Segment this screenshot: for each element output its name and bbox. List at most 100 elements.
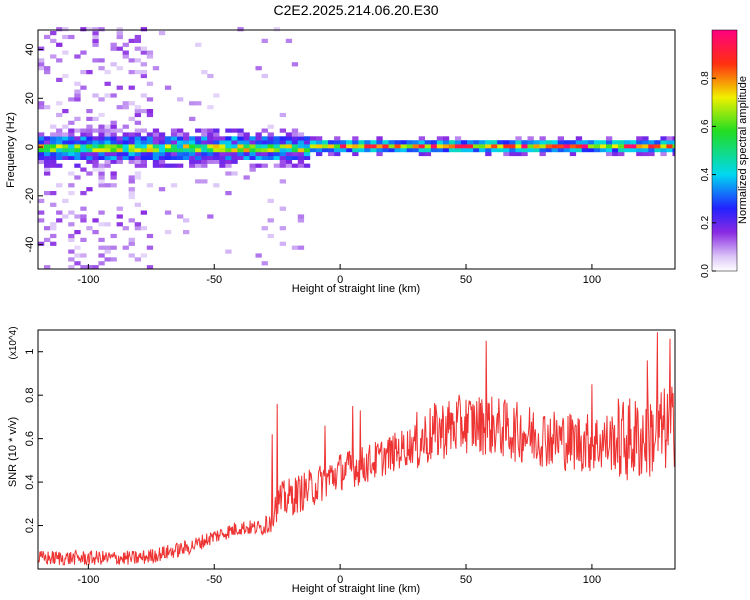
spectrogram-cell (44, 140, 51, 145)
spectrogram-cell (624, 140, 631, 145)
spectrogram-cell (255, 151, 262, 157)
spectrogram-cell (104, 132, 111, 137)
spectrogram-cell (328, 144, 335, 149)
spectrogram-cell (128, 253, 135, 258)
spectrogram-cell (110, 124, 117, 129)
spectrogram-cell (62, 214, 69, 219)
spectrogram-cell (104, 124, 111, 129)
spectrogram-cell (68, 249, 75, 254)
spectrogram-cell (92, 42, 99, 47)
spectrogram-cell (219, 163, 226, 168)
spectrogram-cell (164, 155, 172, 160)
spectrogram-cell (50, 155, 57, 160)
spectrogram-cell (533, 140, 540, 145)
snr-x-ticks: -100 -50 0 50 100 (77, 564, 601, 586)
spectrogram-cell (255, 140, 262, 145)
spectrogram-cell (593, 140, 601, 145)
spectrogram-cell (74, 230, 81, 235)
spectrogram-y-tick-label: -20 (24, 188, 36, 204)
spectrogram-cell (557, 144, 564, 149)
spectrogram-cell (539, 148, 546, 153)
spectrogram-cell (50, 140, 57, 145)
snr-y-tick-label: 0.8 (24, 388, 36, 403)
spectrogram-cell (68, 97, 75, 102)
spectrogram-cell (116, 140, 123, 145)
snr-y-tick-label: 0.4 (24, 474, 36, 489)
spectrogram-cell (195, 159, 202, 164)
spectrogram-cell (140, 50, 147, 55)
spectrogram-cell (261, 136, 268, 141)
spectrogram-cell (285, 140, 293, 145)
spectrogram-cell (303, 155, 311, 160)
spectrogram-cell (297, 155, 305, 160)
spectrogram-cell (56, 218, 63, 223)
spectrogram-cell (352, 151, 359, 157)
spectrogram-cell (44, 171, 51, 176)
spectrogram-cell (394, 140, 401, 145)
spectrogram-cell (128, 144, 135, 149)
spectrogram-cell (225, 140, 232, 145)
spectrogram-cell (201, 136, 208, 141)
spectrogram-cell (219, 148, 226, 153)
spectrogram-cell (521, 144, 528, 149)
spectrogram-cell (98, 140, 105, 145)
spectrogram-cell (164, 136, 172, 141)
colorbar-tick-label: 0.2 (700, 215, 711, 229)
spectrogram-cell (376, 144, 383, 149)
spectrogram-y-tick-label: 20 (24, 92, 36, 104)
spectrogram-cell (249, 151, 256, 157)
spectrogram-cell (322, 140, 329, 145)
spectrogram-cell (44, 105, 51, 110)
spectrogram-cell (334, 148, 341, 153)
spectrogram-cell (50, 222, 57, 227)
spectrogram-cell (316, 151, 323, 157)
spectrogram-cell (128, 136, 135, 141)
snr-x-tick-label: -50 (206, 574, 222, 586)
spectrogram-cell (581, 140, 589, 145)
spectrogram-cell (352, 148, 359, 153)
spectrogram-cell (44, 226, 51, 231)
spectrogram-cell (575, 140, 583, 145)
spectrogram-cell (557, 148, 564, 153)
spectrogram-cell (146, 245, 154, 250)
spectrogram-cell (382, 140, 389, 145)
spectrogram-cell (164, 140, 172, 145)
spectrogram-cell (660, 144, 667, 149)
spectrogram-cell (612, 140, 619, 145)
snr-y-tick-label: 0.6 (24, 431, 36, 446)
spectrogram-cell (285, 163, 293, 168)
spectrogram-cell (213, 183, 220, 188)
spectrogram-cell (454, 144, 462, 149)
spectrogram-cell (213, 144, 220, 149)
spectrogram-cell (279, 112, 286, 118)
spectrogram-cell (104, 70, 111, 75)
spectrogram-cell (291, 163, 299, 168)
spectrogram-cell (340, 140, 347, 145)
spectrogram-cell (569, 148, 577, 153)
spectrogram-cell (219, 151, 226, 157)
spectrogram-cell (110, 151, 117, 157)
spectrogram-cell (116, 148, 123, 153)
spectrogram-cell (316, 136, 323, 141)
spectrogram-cell (497, 148, 504, 153)
spectrogram-cell (454, 136, 462, 141)
spectrogram-cell (636, 136, 643, 141)
spectrogram-cell (243, 136, 250, 141)
spectrogram-cell (177, 140, 184, 145)
spectrogram-cell (201, 159, 208, 164)
spectrogram-cell (50, 151, 57, 157)
spectrogram-cell (44, 70, 51, 75)
colorbar-tick-label: 0.8 (700, 71, 711, 85)
spectrogram-cell (86, 128, 93, 133)
spectrogram-cell (56, 27, 63, 32)
spectrogram-cell (128, 58, 135, 63)
spectrogram-cell (164, 85, 172, 90)
spectrogram-cell (563, 148, 570, 153)
spectrogram-cell (140, 27, 147, 32)
spectrogram-cell (74, 253, 81, 258)
spectrogram-cell (479, 144, 486, 149)
spectrogram-cell (303, 140, 311, 145)
spectrogram-cell (170, 163, 178, 168)
spectrogram-cell (630, 144, 637, 149)
spectrogram-cell (92, 144, 99, 149)
